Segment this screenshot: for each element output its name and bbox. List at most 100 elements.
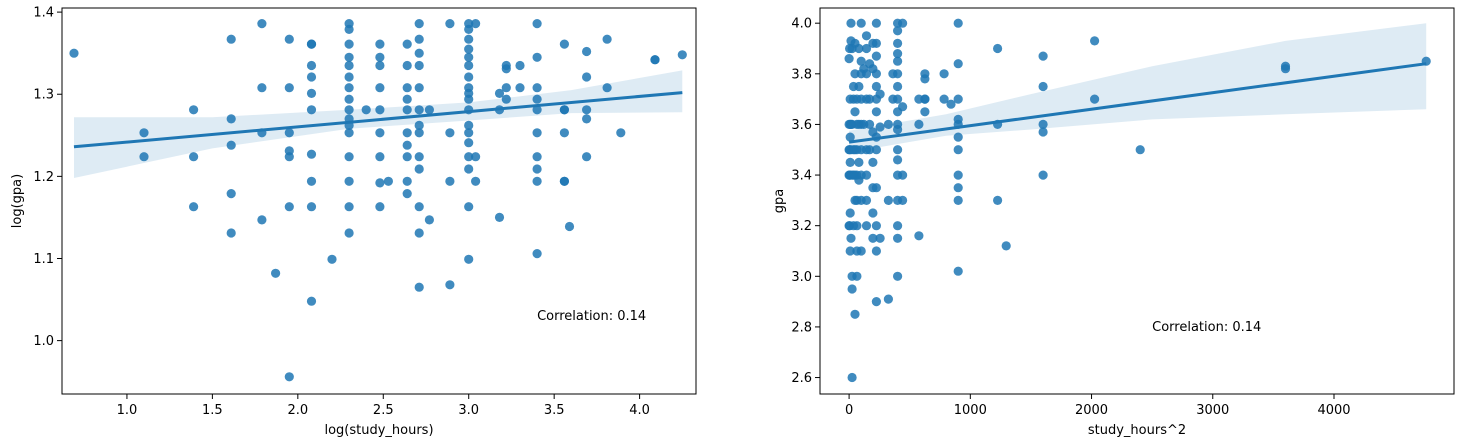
data-point [375, 83, 385, 93]
data-point [257, 83, 267, 93]
data-point [424, 105, 434, 115]
data-point [402, 39, 412, 49]
y-tick-label: 3.6 [791, 118, 812, 133]
data-point [284, 128, 294, 138]
data-point [893, 26, 903, 36]
data-point [414, 202, 424, 212]
data-point [383, 176, 393, 186]
x-tick-label: 2000 [1075, 403, 1108, 418]
data-point [898, 170, 908, 180]
correlation-annotation: Correlation: 0.14 [1152, 320, 1261, 335]
data-point [69, 48, 79, 58]
data-point [1001, 241, 1011, 251]
data-point [914, 231, 924, 241]
left-scatter-panel: 1.0 1.5 2.0 2.5 3.0 3.5 4.0 1.0 1.1 1.2 1.3 1.4 log(… [10, 6, 697, 438]
data-point [306, 105, 317, 115]
data-point [650, 55, 660, 65]
data-point [953, 266, 963, 276]
data-point [501, 83, 511, 93]
data-point [1038, 51, 1048, 61]
data-point [344, 52, 354, 62]
data-point [344, 24, 354, 34]
data-point [361, 105, 371, 115]
data-point [414, 34, 424, 44]
data-point [1135, 145, 1145, 155]
data-point [139, 152, 149, 162]
data-point [375, 60, 385, 71]
data-point [344, 83, 354, 93]
y-tick-label: 3.4 [791, 169, 812, 184]
data-point [445, 19, 455, 29]
x-axis-title: log(study_hours) [324, 423, 433, 438]
data-point [424, 215, 434, 225]
y-tick-label: 4.0 [791, 17, 812, 32]
y-tick-label: 3.0 [791, 270, 812, 285]
data-point [306, 296, 317, 306]
data-point [402, 105, 412, 115]
data-point [861, 69, 872, 79]
data-point [847, 372, 857, 383]
data-point [993, 43, 1003, 54]
data-point [883, 294, 894, 304]
x-axis-title: study_hours^2 [1088, 423, 1186, 438]
x-tick-label: 3.0 [458, 403, 479, 418]
data-point [471, 176, 481, 186]
data-point [344, 72, 354, 82]
data-point [871, 246, 882, 256]
data-point [414, 128, 424, 138]
data-point [257, 215, 267, 225]
data-point [532, 94, 542, 104]
x-tick-label: 1000 [954, 403, 987, 418]
y-tick-label: 1.2 [33, 170, 54, 185]
data-point [306, 39, 317, 49]
data-point [861, 31, 872, 41]
data-point [893, 155, 903, 165]
data-point [402, 176, 412, 186]
data-point [871, 107, 882, 117]
data-point [893, 221, 903, 231]
data-point [284, 83, 294, 93]
data-point [559, 39, 570, 49]
data-point [582, 114, 592, 124]
y-tick-label: 1.1 [33, 252, 54, 267]
data-point [871, 38, 882, 49]
x-tick-label: 2.5 [373, 403, 394, 418]
data-point [464, 138, 474, 148]
plot-frame [61, 7, 697, 395]
data-point [559, 128, 570, 138]
data-point [306, 60, 317, 71]
data-point [856, 18, 866, 28]
data-point [189, 105, 199, 115]
data-point [939, 94, 949, 104]
data-point [898, 18, 908, 28]
data-point [464, 128, 474, 138]
plot-frame [819, 7, 1455, 395]
x-tick-label: 1.0 [117, 403, 138, 418]
data-point [375, 128, 385, 138]
data-point [893, 49, 903, 59]
data-point [898, 102, 908, 112]
data-point [189, 152, 199, 162]
data-point [861, 170, 872, 180]
data-point [445, 280, 455, 290]
y-tick-label: 1.4 [33, 6, 54, 21]
x-tick-label: 3000 [1196, 403, 1229, 418]
x-tick-label: 1.5 [202, 403, 223, 418]
data-point [893, 56, 903, 66]
data-point [953, 59, 963, 69]
data-point [189, 202, 199, 212]
x-tick-label: 4.0 [629, 403, 650, 418]
data-point [953, 195, 963, 205]
data-point [515, 60, 525, 71]
data-point [582, 46, 592, 57]
data-point [920, 107, 930, 117]
data-point [464, 94, 474, 104]
data-point [532, 52, 542, 62]
data-point [893, 69, 903, 79]
data-point [464, 34, 474, 44]
data-point [871, 221, 882, 231]
data-point [344, 202, 354, 212]
data-point [445, 176, 455, 186]
data-point [464, 24, 474, 34]
